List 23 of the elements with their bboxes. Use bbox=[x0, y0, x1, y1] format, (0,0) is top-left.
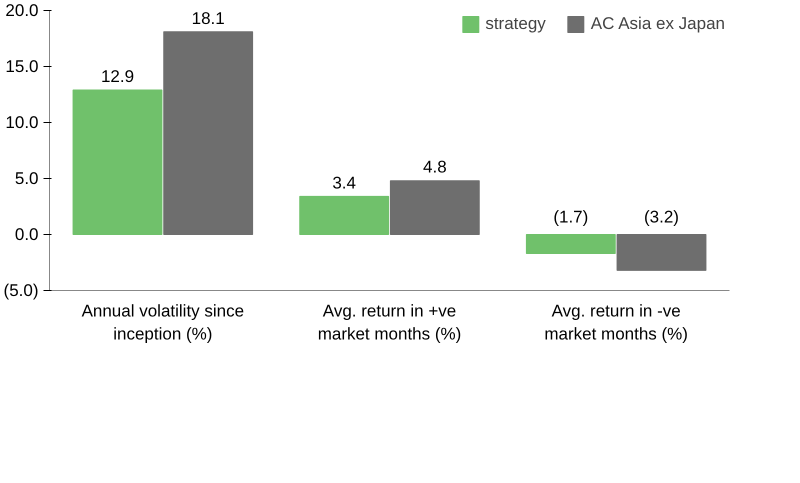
y-tick-label: 15.0 bbox=[5, 57, 39, 76]
bar bbox=[163, 31, 254, 235]
bar bbox=[299, 196, 390, 235]
y-tick-label: 5.0 bbox=[14, 169, 39, 188]
data-label: (1.7) bbox=[553, 208, 588, 226]
bar bbox=[526, 234, 616, 254]
data-label: 4.8 bbox=[423, 158, 447, 177]
legend-label: strategy bbox=[485, 14, 546, 34]
bar bbox=[72, 90, 162, 235]
y-tick-label: 0.0 bbox=[14, 225, 39, 244]
x-tick-label: Avg. return in +ve market months (%) bbox=[318, 302, 462, 344]
data-label: 18.1 bbox=[192, 8, 225, 28]
data-label: (3.2) bbox=[644, 208, 679, 226]
bar bbox=[616, 234, 706, 271]
data-label: 12.9 bbox=[100, 67, 134, 86]
legend-label: AC Asia ex Japan bbox=[590, 14, 725, 34]
x-tick-label: Avg. return in -ve market months (%) bbox=[544, 302, 688, 344]
y-tick-label: 20.0 bbox=[5, 1, 39, 20]
x-tick-label: Annual volatility since inception (%) bbox=[82, 302, 244, 344]
y-tick-label: 10.0 bbox=[5, 113, 39, 132]
bar bbox=[390, 180, 480, 235]
y-tick-label: (5.0) bbox=[4, 281, 39, 300]
data-label: 3.4 bbox=[332, 173, 356, 192]
